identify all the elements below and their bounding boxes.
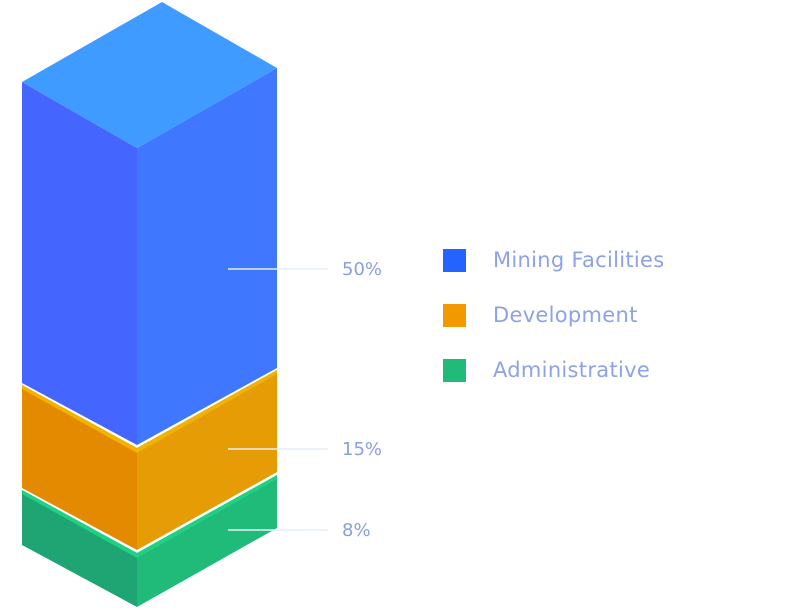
legend-item-mining-facilities: Mining Facilities xyxy=(443,232,665,288)
legend-label: Administrative xyxy=(493,358,651,382)
legend-item-development: Development xyxy=(443,287,665,343)
legend-label: Development xyxy=(493,303,638,327)
data-label-administrative: 8% xyxy=(342,520,371,541)
legend-item-administrative: Administrative xyxy=(443,342,665,398)
legend: Mining Facilities Development Administra… xyxy=(443,233,665,398)
bar-segment-administrative-right-face xyxy=(137,475,277,607)
bar-top-face xyxy=(22,2,277,148)
legend-swatch xyxy=(443,358,466,382)
data-label-mining-facilities: 50% xyxy=(342,259,382,280)
legend-label: Mining Facilities xyxy=(493,248,665,272)
bar-segment-mining-facilities-right-face xyxy=(137,68,277,445)
bar-segment-development-right-face xyxy=(137,370,277,550)
legend-swatch xyxy=(443,248,466,272)
bar-segment-mining-facilities-left-face xyxy=(22,82,137,445)
data-label-development: 15% xyxy=(342,439,382,460)
bar-segment-administrative-left-face xyxy=(22,490,137,607)
legend-swatch xyxy=(443,303,466,327)
bar-segment-development-left-face xyxy=(22,385,137,550)
